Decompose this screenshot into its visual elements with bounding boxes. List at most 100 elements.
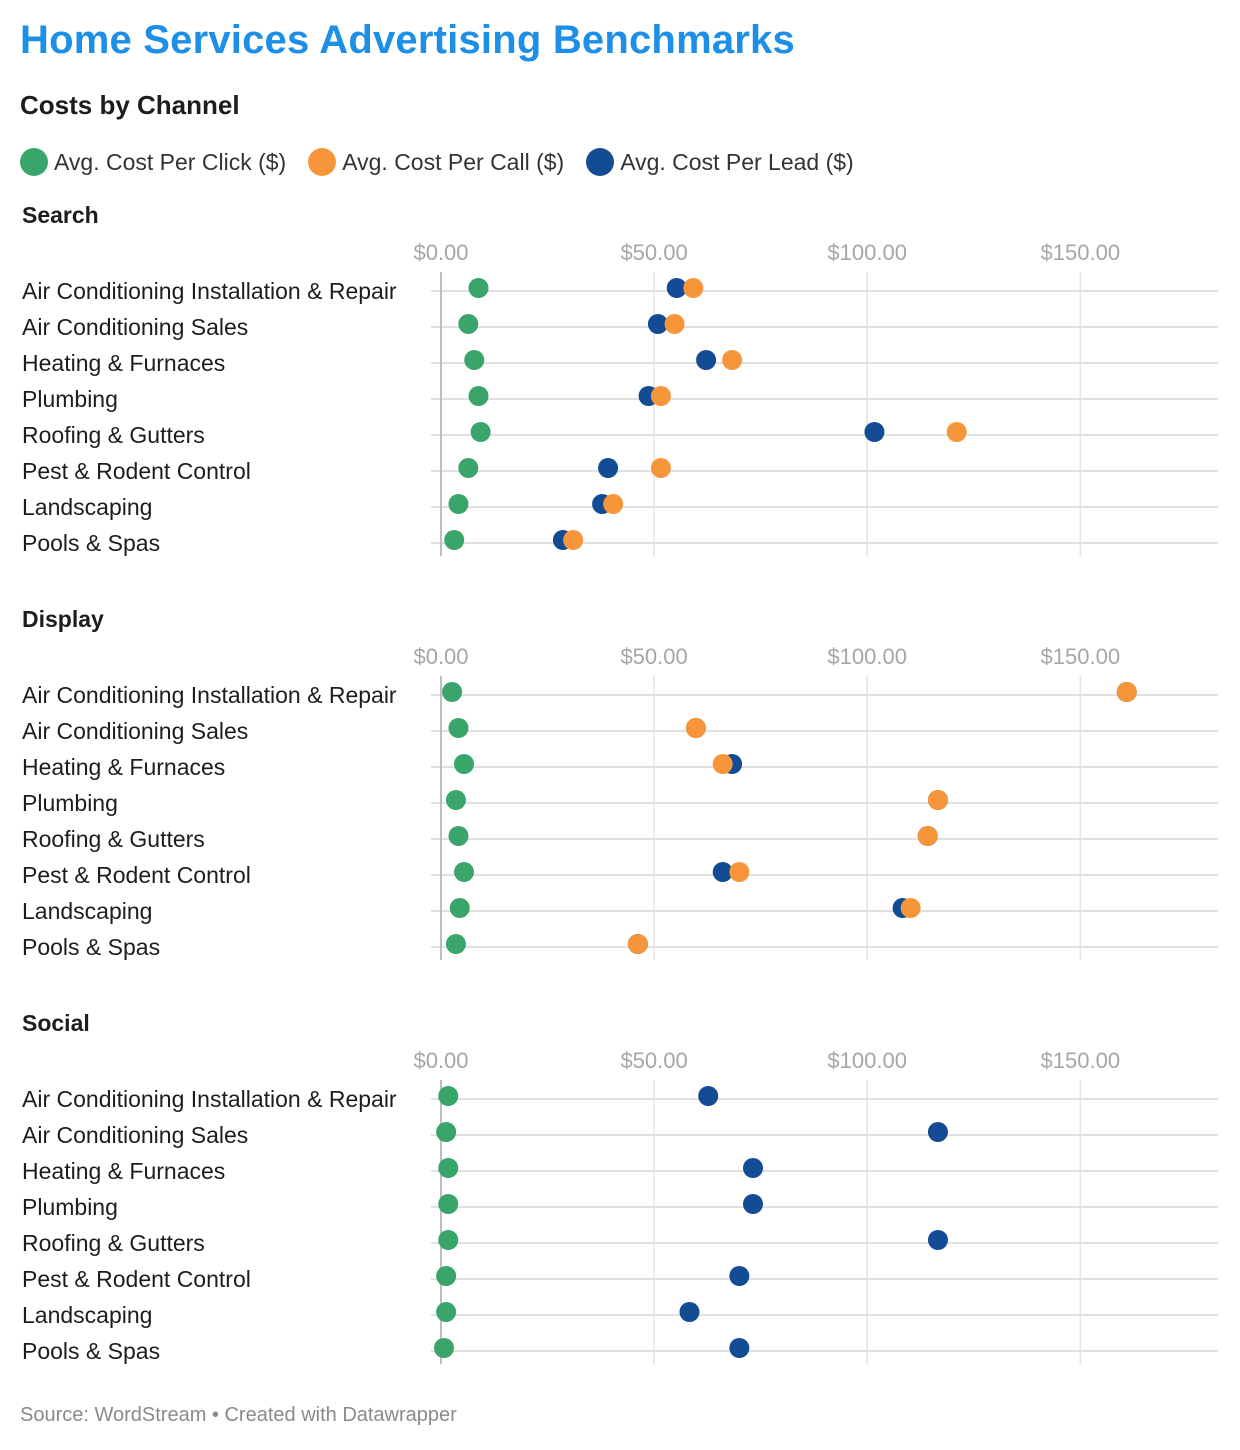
legend-label-lead: Avg. Cost Per Lead ($) — [620, 148, 854, 175]
legend: Avg. Cost Per Click ($) Avg. Cost Per Ca… — [20, 146, 876, 178]
point-avg-cost-per-click-landscaping — [448, 494, 469, 514]
category-label-landscaping: Landscaping — [22, 494, 152, 520]
point-avg-cost-per-call-pools-spas — [627, 934, 648, 954]
legend-swatch-call — [308, 148, 337, 176]
category-label-pools-spas: Pools & Spas — [22, 530, 160, 556]
category-label-plumbing: Plumbing — [22, 1194, 118, 1220]
point-avg-cost-per-lead-pest-rodent-control — [712, 862, 733, 882]
legend-item-cost-per-lead: Avg. Cost Per Lead ($) — [586, 148, 854, 176]
point-avg-cost-per-lead-air-conditioning-sales — [647, 314, 668, 334]
category-label-pools-spas: Pools & Spas — [22, 1338, 160, 1364]
category-label-pest-rodent-control: Pest & Rodent Control — [22, 1266, 251, 1292]
point-avg-cost-per-call-pest-rodent-control — [650, 458, 671, 478]
point-avg-cost-per-lead-roofing-gutters — [927, 1230, 948, 1250]
point-avg-cost-per-lead-pools-spas — [729, 1338, 750, 1358]
point-avg-cost-per-click-pest-rodent-control — [454, 862, 475, 882]
x-tick-label: $100.00 — [827, 240, 907, 265]
category-label-landscaping: Landscaping — [22, 898, 152, 924]
point-avg-cost-per-call-landscaping — [900, 898, 921, 918]
point-avg-cost-per-click-roofing-gutters — [438, 1230, 459, 1250]
x-tick-label: $0.00 — [413, 1048, 468, 1073]
category-label-air-conditioning-sales: Air Conditioning Sales — [22, 1122, 248, 1148]
source-note: Source: WordStream • Created with Datawr… — [20, 1404, 457, 1426]
category-label-air-conditioning-installation-repair: Air Conditioning Installation & Repair — [22, 278, 397, 304]
category-label-landscaping: Landscaping — [22, 1302, 152, 1328]
x-tick-label: $100.00 — [827, 1048, 907, 1073]
point-avg-cost-per-click-roofing-gutters — [470, 422, 491, 442]
panel-social: Social $0.00 $50.00 $100.00 $150.00 Air Cond… — [0, 1010, 1240, 1380]
point-avg-cost-per-call-air-conditioning-sales — [664, 314, 685, 334]
point-avg-cost-per-call-heating-furnaces — [712, 754, 733, 774]
chart-title: Home Services Advertising Benchmarks — [20, 18, 795, 62]
category-label-heating-furnaces: Heating & Furnaces — [22, 1158, 225, 1184]
category-label-roofing-gutters: Roofing & Gutters — [22, 422, 205, 448]
legend-label-click: Avg. Cost Per Click ($) — [54, 148, 287, 175]
point-avg-cost-per-call-landscaping — [603, 494, 624, 514]
x-tick-label: $0.00 — [413, 240, 468, 265]
point-avg-cost-per-click-pools-spas — [445, 934, 466, 954]
legend-item-cost-per-call: Avg. Cost Per Call ($) — [308, 148, 564, 176]
x-tick-label: $150.00 — [1041, 644, 1121, 669]
chart-subtitle: Costs by Channel — [20, 90, 240, 120]
category-label-pest-rodent-control: Pest & Rodent Control — [22, 862, 251, 888]
social-plot: $0.00 $50.00 $100.00 $150.00 Air Conditionin… — [22, 1048, 1218, 1364]
display-plot: $0.00 $50.00 $100.00 $150.00 Air Conditionin… — [22, 644, 1218, 960]
point-avg-cost-per-call-heating-furnaces — [722, 350, 743, 370]
point-avg-cost-per-click-pest-rodent-control — [436, 1266, 457, 1286]
category-label-roofing-gutters: Roofing & Gutters — [22, 1230, 205, 1256]
legend-swatch-lead — [586, 148, 615, 176]
x-tick-label: $50.00 — [620, 644, 687, 669]
point-avg-cost-per-lead-air-conditioning-installation-repair — [666, 278, 687, 298]
point-avg-cost-per-lead-landscaping — [679, 1302, 700, 1322]
point-avg-cost-per-call-pest-rodent-control — [729, 862, 750, 882]
point-avg-cost-per-lead-pest-rodent-control — [729, 1266, 750, 1286]
category-label-air-conditioning-sales: Air Conditioning Sales — [22, 718, 248, 744]
category-label-air-conditioning-sales: Air Conditioning Sales — [22, 314, 248, 340]
x-tick-label: $50.00 — [620, 1048, 687, 1073]
legend-label-call: Avg. Cost Per Call ($) — [342, 148, 565, 175]
point-avg-cost-per-click-air-conditioning-installation-repair — [468, 278, 489, 298]
point-avg-cost-per-lead-pest-rodent-control — [598, 458, 619, 478]
x-tick-label: $150.00 — [1041, 240, 1121, 265]
panel-search: Search $0.00 $50.00 $100.00 $150.00 Air Cond… — [0, 202, 1240, 572]
point-avg-cost-per-click-air-conditioning-sales — [436, 1122, 457, 1142]
x-tick-label: $0.00 — [413, 644, 468, 669]
point-avg-cost-per-click-plumbing — [438, 1194, 459, 1214]
point-avg-cost-per-click-heating-furnaces — [454, 754, 475, 774]
point-avg-cost-per-call-pools-spas — [563, 530, 584, 550]
search-plot: $0.00 $50.00 $100.00 $150.00 Air Conditionin… — [22, 240, 1218, 556]
category-label-plumbing: Plumbing — [22, 386, 118, 412]
category-label-air-conditioning-installation-repair: Air Conditioning Installation & Repair — [22, 682, 397, 708]
point-avg-cost-per-call-plumbing — [650, 386, 671, 406]
point-avg-cost-per-lead-plumbing — [742, 1194, 763, 1214]
panel-display: Display $0.00 $50.00 $100.00 $150.00 Air Con… — [0, 606, 1240, 976]
point-avg-cost-per-call-roofing-gutters — [917, 826, 938, 846]
point-avg-cost-per-click-air-conditioning-sales — [448, 718, 469, 738]
x-tick-label: $50.00 — [620, 240, 687, 265]
category-label-heating-furnaces: Heating & Furnaces — [22, 350, 225, 376]
category-label-heating-furnaces: Heating & Furnaces — [22, 754, 225, 780]
point-avg-cost-per-lead-air-conditioning-sales — [927, 1122, 948, 1142]
legend-swatch-click — [20, 148, 48, 176]
point-avg-cost-per-click-pools-spas — [444, 530, 465, 550]
point-avg-cost-per-click-heating-furnaces — [464, 350, 485, 370]
point-avg-cost-per-click-air-conditioning-sales — [458, 314, 479, 334]
point-avg-cost-per-call-air-conditioning-installation-repair — [1116, 682, 1137, 702]
point-avg-cost-per-lead-roofing-gutters — [864, 422, 885, 442]
point-avg-cost-per-click-landscaping — [449, 898, 470, 918]
panel-title-display: Display — [22, 606, 104, 632]
category-label-roofing-gutters: Roofing & Gutters — [22, 826, 205, 852]
panel-title-search: Search — [22, 202, 99, 228]
category-label-plumbing: Plumbing — [22, 790, 118, 816]
point-avg-cost-per-lead-air-conditioning-installation-repair — [698, 1086, 719, 1106]
point-avg-cost-per-click-landscaping — [436, 1302, 457, 1322]
point-avg-cost-per-click-roofing-gutters — [448, 826, 469, 846]
category-label-pest-rodent-control: Pest & Rodent Control — [22, 458, 251, 484]
point-avg-cost-per-call-air-conditioning-installation-repair — [683, 278, 704, 298]
point-avg-cost-per-click-pest-rodent-control — [458, 458, 479, 478]
point-avg-cost-per-call-air-conditioning-sales — [685, 718, 706, 738]
point-avg-cost-per-click-plumbing — [445, 790, 466, 810]
x-tick-label: $100.00 — [827, 644, 907, 669]
category-label-pools-spas: Pools & Spas — [22, 934, 160, 960]
panel-title-social: Social — [22, 1010, 90, 1036]
